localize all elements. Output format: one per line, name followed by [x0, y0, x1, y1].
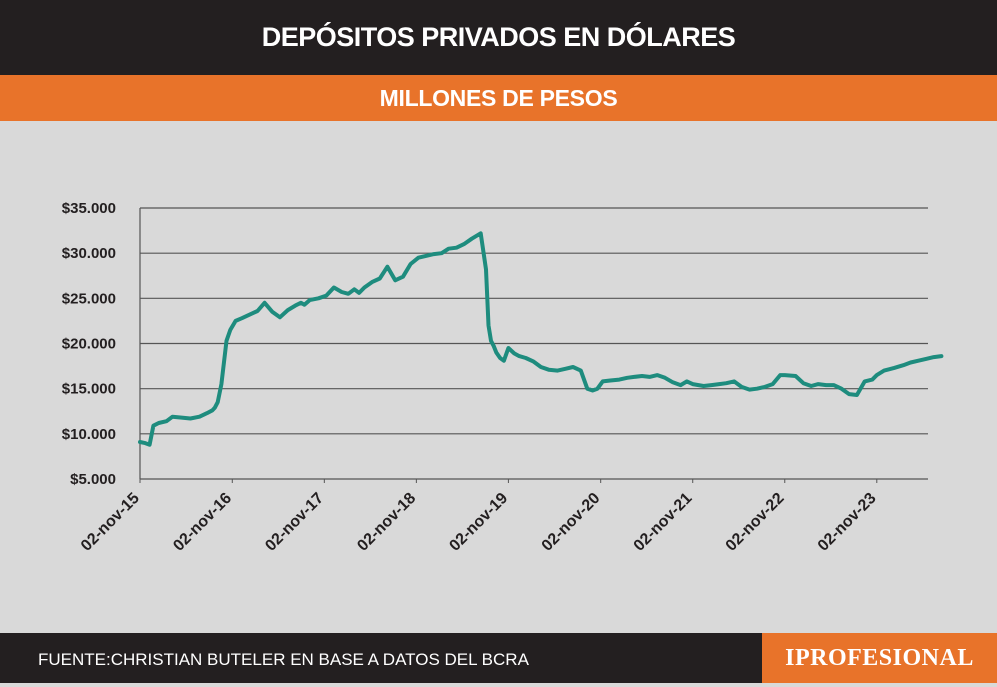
title-bar: DEPÓSITOS PRIVADOS EN DÓLARES	[0, 0, 997, 75]
brand-logo: IPROFESIONAL	[762, 633, 997, 683]
y-tick-label: $35.000	[62, 200, 116, 217]
x-tick-label: 02-nov-19	[446, 490, 511, 555]
x-tick-label: 02-nov-21	[631, 490, 696, 555]
y-tick-label: $5.000	[70, 471, 116, 488]
x-tick-label: 02-nov-15	[78, 490, 143, 555]
x-tick-label: 02-nov-23	[815, 490, 880, 555]
subtitle-bar: MILLONES DE PESOS	[0, 75, 997, 121]
series-line-0	[138, 231, 944, 447]
chart-title: DEPÓSITOS PRIVADOS EN DÓLARES	[261, 22, 736, 52]
y-tick-label: $25.000	[62, 290, 116, 307]
line-chart: $5.000 $10.000 $15.000 $20.000 $25.000 $30.00…	[62, 200, 944, 555]
chart-subtitle: MILLONES DE PESOS	[379, 84, 618, 111]
y-tick-label: $20.000	[62, 336, 116, 353]
x-tick-label: 02-nov-16	[170, 490, 235, 555]
x-tick-label: 02-nov-20	[539, 490, 604, 555]
brand-logo-text: IPROFESIONAL	[785, 644, 974, 671]
x-tick-label: 02-nov-17	[262, 490, 327, 555]
y-tick-label: $30.000	[62, 245, 116, 262]
y-tick-label: $15.000	[62, 381, 116, 398]
y-tick-label: $10.000	[62, 426, 116, 443]
source-note: FUENTE:CHRISTIAN BUTELER EN BASE A DATOS…	[38, 650, 529, 669]
x-tick-label: 02-nov-22	[723, 490, 788, 555]
chart-area: $5.000 $10.000 $15.000 $20.000 $25.000 $30.00…	[0, 121, 997, 633]
x-tick-label: 02-nov-18	[354, 490, 419, 555]
footer: FUENTE:CHRISTIAN BUTELER EN BASE A DATOS…	[0, 633, 997, 683]
